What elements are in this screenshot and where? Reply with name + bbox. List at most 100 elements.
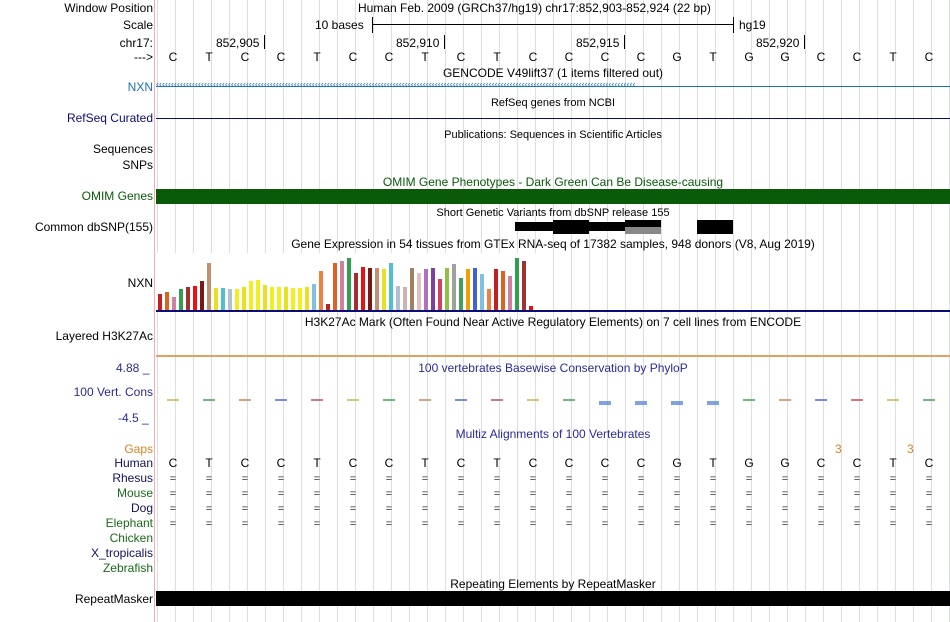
h3k27ac-track-title[interactable]: H3K27Ac Mark (Often Found Near Active Re… — [304, 315, 802, 329]
gtex-tissue-bar[interactable] — [410, 268, 414, 310]
gtex-tissue-bar[interactable] — [424, 269, 428, 310]
gtex-tissue-bar[interactable] — [249, 281, 253, 310]
species-label[interactable]: Chicken — [109, 531, 153, 545]
species-label[interactable]: Elephant — [105, 516, 153, 530]
gtex-tissue-bar[interactable] — [382, 269, 386, 310]
gtex-tissue-bar[interactable] — [501, 271, 505, 310]
species-label[interactable]: Mouse — [116, 486, 153, 500]
gtex-tissue-bar[interactable] — [396, 286, 400, 310]
phylop-conservation-plot[interactable] — [156, 388, 950, 418]
species-label[interactable]: Rhesus — [112, 471, 153, 485]
gtex-tissue-bar[interactable] — [438, 279, 442, 310]
publications-label-line1[interactable]: Sequences — [92, 142, 153, 156]
refseq-track-label[interactable]: RefSeq Curated — [66, 111, 153, 125]
gtex-tissue-bar[interactable] — [172, 297, 176, 310]
gtex-tissue-bar[interactable] — [200, 281, 204, 310]
gtex-tissue-bar[interactable] — [270, 287, 274, 310]
gtex-tissue-bar[interactable] — [473, 268, 477, 310]
gtex-tissue-bar[interactable] — [459, 278, 463, 310]
coord-tick-label: 852,915 — [576, 36, 620, 50]
gtex-tissue-bar[interactable] — [529, 306, 533, 310]
aligned-match: = — [349, 488, 357, 500]
repeatmasker-track-title[interactable]: Repeating Elements by RepeatMasker — [450, 577, 656, 591]
gtex-tissue-bar[interactable] — [354, 273, 358, 310]
gtex-tissue-bar[interactable] — [242, 287, 246, 310]
aligned-match: = — [457, 503, 465, 515]
species-label[interactable]: Human — [114, 456, 153, 470]
gtex-tissue-bar[interactable] — [165, 292, 169, 310]
gtex-tissue-bar[interactable] — [228, 289, 232, 310]
repeatmasker-element-bar[interactable] — [156, 591, 950, 606]
gencode-gene-body[interactable] — [156, 86, 950, 87]
dbsnp-variant[interactable] — [553, 220, 589, 234]
gtex-tissue-bar[interactable] — [256, 280, 260, 310]
species-label[interactable]: Zebrafish — [102, 561, 153, 575]
gtex-tissue-bar[interactable] — [214, 288, 218, 310]
omim-phenotype-bar[interactable] — [156, 189, 950, 204]
gtex-tissue-bar[interactable] — [452, 264, 456, 310]
species-label[interactable]: X_tropicalis — [90, 546, 153, 560]
gtex-tissue-bar[interactable] — [291, 288, 295, 310]
gtex-tissue-bar[interactable] — [389, 263, 393, 310]
gtex-tissue-bar[interactable] — [221, 288, 225, 310]
gtex-tissue-bar[interactable] — [347, 258, 351, 310]
gtex-tissue-bar[interactable] — [193, 286, 197, 310]
gtex-tissue-bar[interactable] — [186, 287, 190, 310]
gtex-tissue-bar[interactable] — [375, 268, 379, 310]
gtex-tissue-bar[interactable] — [298, 288, 302, 310]
phylop-score-mark — [275, 399, 287, 401]
gtex-tissue-bar[interactable] — [305, 287, 309, 310]
gtex-tissue-bar[interactable] — [179, 289, 183, 310]
gtex-tissue-bar[interactable] — [263, 285, 267, 310]
publications-track-title[interactable]: Publications: Sequences in Scientific Ar… — [444, 129, 662, 141]
gtex-tissue-bar[interactable] — [207, 263, 211, 310]
omim-track-label[interactable]: OMIM Genes — [81, 189, 153, 203]
phylop-track-label[interactable]: 100 Vert. Cons — [73, 385, 153, 399]
gtex-tissue-bar[interactable] — [333, 263, 337, 310]
gtex-tissue-bar[interactable] — [466, 269, 470, 310]
gtex-tissue-bar[interactable] — [508, 276, 512, 310]
multiz-track-title[interactable]: Multiz Alignments of 100 Vertebrates — [455, 427, 651, 441]
gtex-tissue-bar[interactable] — [417, 273, 421, 310]
gtex-tissue-bar[interactable] — [431, 268, 435, 310]
coord-tick-label: 852,920 — [756, 36, 800, 50]
gtex-tissue-bar[interactable] — [361, 267, 365, 310]
gtex-tissue-bar[interactable] — [487, 289, 491, 310]
gtex-tissue-bar[interactable] — [158, 294, 162, 310]
gtex-tissue-bar[interactable] — [340, 261, 344, 310]
omim-track-title[interactable]: OMIM Gene Phenotypes - Dark Green Can Be… — [382, 175, 724, 189]
refseq-track-title[interactable]: RefSeq genes from NCBI — [490, 97, 616, 109]
gtex-bar-chart[interactable] — [156, 253, 536, 310]
dbsnp-variant[interactable] — [589, 222, 625, 231]
repeatmasker-track-label[interactable]: RepeatMasker — [74, 592, 153, 606]
gtex-tissue-bar[interactable] — [494, 269, 498, 310]
dbsnp-track-label[interactable]: Common dbSNP(155) — [34, 220, 153, 234]
gencode-track-label[interactable]: NXN — [127, 80, 153, 94]
gtex-tissue-bar[interactable] — [277, 287, 281, 310]
aligned-match: = — [529, 503, 537, 515]
gtex-track-label[interactable]: NXN — [127, 276, 153, 290]
gtex-tissue-bar[interactable] — [403, 287, 407, 310]
publications-label-line2[interactable]: SNPs — [122, 158, 153, 172]
h3k27ac-track-label[interactable]: Layered H3K27Ac — [55, 329, 153, 343]
dbsnp-variant[interactable] — [697, 220, 733, 234]
phylop-track-title[interactable]: 100 vertebrates Basewise Conservation by… — [418, 361, 688, 375]
gtex-tissue-bar[interactable] — [368, 268, 372, 310]
gtex-tissue-bar[interactable] — [522, 261, 526, 310]
aligned-match: = — [385, 488, 393, 500]
refseq-gene-line[interactable] — [156, 118, 950, 119]
gtex-tissue-bar[interactable] — [312, 284, 316, 310]
species-label[interactable]: Dog — [130, 501, 153, 515]
dbsnp-track-title[interactable]: Short Genetic Variants from dbSNP releas… — [436, 207, 670, 219]
gtex-tissue-bar[interactable] — [319, 271, 323, 310]
aligned-match: = — [493, 488, 501, 500]
gencode-track-title[interactable]: GENCODE V49lift37 (1 items filtered out) — [442, 66, 664, 80]
gtex-tissue-bar[interactable] — [515, 258, 519, 310]
gtex-tissue-bar[interactable] — [445, 268, 449, 310]
gtex-track-title[interactable]: Gene Expression in 54 tissues from GTEx … — [291, 237, 815, 251]
gtex-tissue-bar[interactable] — [326, 304, 330, 310]
gtex-tissue-bar[interactable] — [284, 287, 288, 310]
gtex-tissue-bar[interactable] — [480, 274, 484, 310]
dbsnp-variant[interactable] — [515, 222, 553, 231]
gtex-tissue-bar[interactable] — [235, 289, 239, 310]
